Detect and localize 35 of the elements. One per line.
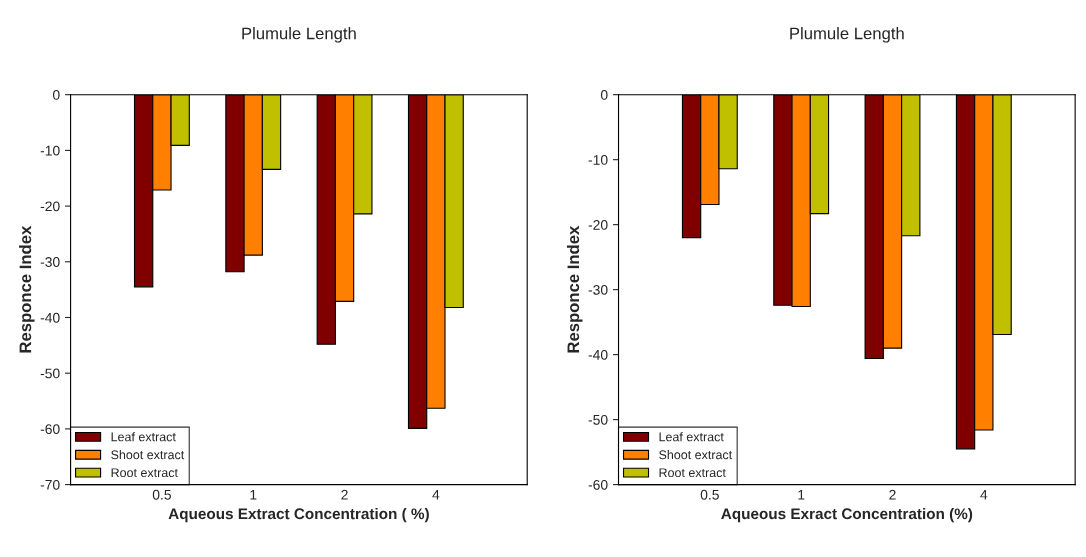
chart-title: Plumule Length	[790, 27, 904, 43]
y-tick-label: -30	[588, 284, 608, 295]
legend-label: Root extract	[111, 468, 178, 478]
x-tick-label: 0.5	[700, 489, 719, 500]
x-tick-label: 0.5	[152, 489, 171, 500]
y-tick-label: -60	[588, 479, 608, 490]
legend-label: Shoot extract	[111, 450, 185, 460]
y-tick-label: -20	[588, 219, 608, 230]
x-axis-title: Aqueous Extract Concentration ( %)	[168, 507, 429, 523]
y-tick-label: 0	[600, 90, 608, 100]
y-tick-label: -40	[40, 312, 60, 323]
y-tick-label: -20	[40, 201, 60, 212]
y-tick-label: -10	[40, 145, 60, 156]
x-tick-label: 1	[798, 489, 805, 500]
y-tick-label: 0	[52, 90, 60, 100]
x-tick-label: 1	[250, 489, 257, 500]
legend-label: Shoot extract	[659, 450, 733, 460]
y-axis-title: Responce Index	[19, 225, 35, 353]
y-axis-title: Responce Index	[566, 225, 583, 353]
x-tick-label: 4	[980, 489, 988, 500]
y-tick-label: -30	[40, 257, 60, 267]
chart-title: Plumule Length	[242, 27, 356, 43]
y-tick-label: -50	[588, 414, 608, 425]
x-axis-title: Aqueous Exract Concentration (%)	[721, 507, 973, 523]
legend-label: Leaf extract	[659, 432, 724, 442]
y-tick-label: -70	[40, 479, 60, 490]
legend-label: Root extract	[659, 468, 726, 478]
x-tick-label: 2	[341, 489, 348, 500]
legend-label: Leaf extract	[111, 432, 176, 442]
y-tick-label: -50	[40, 368, 60, 379]
y-tick-label: -60	[40, 424, 60, 435]
x-tick-label: 2	[889, 489, 896, 500]
y-tick-label: -40	[588, 349, 608, 360]
y-tick-label: -10	[588, 155, 608, 165]
x-tick-label: 4	[432, 489, 440, 500]
